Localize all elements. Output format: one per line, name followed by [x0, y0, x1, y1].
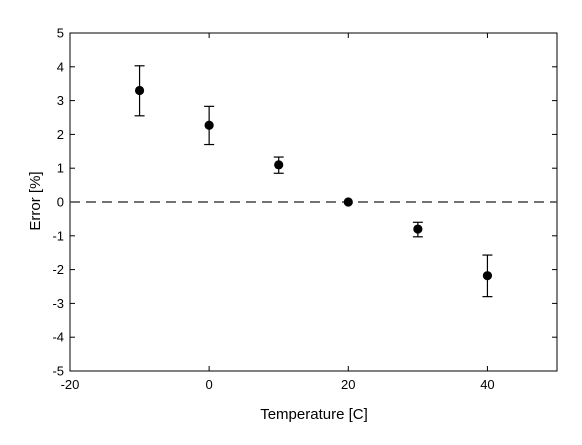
y-tick-label: -5 — [52, 364, 64, 379]
x-tick-label: 40 — [480, 377, 494, 392]
x-axis-title: Temperature [C] — [260, 406, 368, 423]
x-tick-label: 0 — [206, 377, 213, 392]
y-tick-label: 0 — [57, 195, 64, 210]
y-tick-label: -3 — [52, 296, 64, 311]
x-tick-label: 20 — [341, 377, 355, 392]
data-point — [482, 271, 493, 281]
data-point — [204, 120, 214, 130]
y-tick-label: 5 — [57, 26, 64, 41]
y-tick-label: 3 — [57, 93, 64, 108]
data-point — [274, 160, 284, 170]
y-tick-label: -1 — [52, 228, 64, 243]
y-tick-label: -4 — [52, 330, 64, 345]
data-layer — [134, 65, 493, 298]
y-tick-label: 2 — [57, 127, 64, 142]
data-point — [134, 85, 145, 96]
y-tick-label: 4 — [57, 59, 64, 74]
ticks-layer: -5 -4 -3 -2 -1 0 1 2 3 4 5 -20 0 20 40 — [52, 26, 557, 392]
x-tick-label: -20 — [61, 377, 80, 392]
data-point — [343, 197, 353, 207]
y-tick-label: 1 — [57, 161, 64, 176]
data-point — [413, 224, 423, 234]
y-tick-label: -2 — [52, 262, 64, 277]
y-axis-title: Error [%] — [27, 171, 44, 230]
